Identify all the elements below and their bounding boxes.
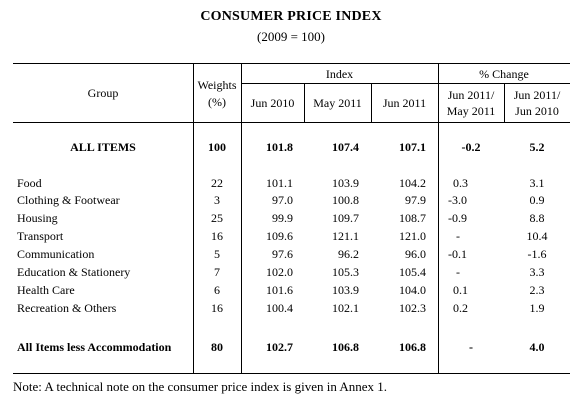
row-label: Health Care xyxy=(17,283,75,297)
document-title: CONSUMER PRICE INDEX xyxy=(200,9,382,24)
table-top-border xyxy=(13,63,570,64)
row-chg-year: 1.9 xyxy=(529,301,545,315)
row-chg-year: 5.2 xyxy=(529,140,545,154)
row-chg-year: -1.6 xyxy=(527,247,547,261)
header-weights-line2: (%) xyxy=(208,95,226,109)
index-subheader-line xyxy=(241,83,570,84)
row-jun2010: 97.6 xyxy=(272,247,293,261)
row-may2011: 107.4 xyxy=(332,140,359,154)
footnote: Note: A technical note on the consumer p… xyxy=(13,379,388,394)
header-group: Group xyxy=(87,86,119,100)
row-may2011: 102.1 xyxy=(332,301,359,315)
row-jun2010: 99.9 xyxy=(272,211,293,225)
header-chg2-line2: Jun 2010 xyxy=(515,104,559,118)
row-label: Transport xyxy=(17,229,64,243)
row-label: Recreation & Others xyxy=(17,301,117,315)
divider-col-chg1 xyxy=(504,84,505,122)
row-may2011: 109.7 xyxy=(332,211,359,225)
row-label: ALL ITEMS xyxy=(70,140,136,154)
row-jun2010: 109.6 xyxy=(266,229,293,243)
row-jun2010: 100.4 xyxy=(266,301,293,315)
row-chg-month: -0.1 xyxy=(448,247,467,261)
row-weight: 5 xyxy=(214,247,220,261)
row-may2011: 96.2 xyxy=(338,247,359,261)
header-chg1-line2: May 2011 xyxy=(446,104,496,118)
row-chg-year: 0.9 xyxy=(529,193,545,207)
row-jun2011: 104.0 xyxy=(399,283,426,297)
row-chg-year: 10.4 xyxy=(526,229,548,243)
row-chg-month: -0.2 xyxy=(461,140,481,154)
row-chg-month: 0.3 xyxy=(453,176,468,190)
row-jun2010: 101.1 xyxy=(266,176,293,190)
row-jun2011: 97.9 xyxy=(405,193,426,207)
header-bottom-line xyxy=(13,122,570,123)
header-chg2-line1: Jun 2011/ xyxy=(513,88,561,102)
row-label: Clothing & Footwear xyxy=(17,193,120,207)
divider-weights-index xyxy=(241,63,242,373)
header-may2011: May 2011 xyxy=(313,96,362,110)
divider-group-weights xyxy=(193,63,194,373)
row-weight: 16 xyxy=(211,301,223,315)
table-bottom-border xyxy=(13,373,570,374)
row-jun2011: 106.8 xyxy=(399,340,426,354)
row-chg-month: - xyxy=(456,229,460,243)
row-chg-month: -0.9 xyxy=(448,211,467,225)
row-may2011: 100.8 xyxy=(332,193,359,207)
row-label: Housing xyxy=(17,211,58,225)
divider-col-jun2010 xyxy=(304,84,305,122)
header-weights-line1: Weights xyxy=(197,78,237,92)
row-chg-month: - xyxy=(469,340,473,354)
row-chg-month: - xyxy=(456,265,460,279)
row-weight: 6 xyxy=(214,283,220,297)
row-may2011: 106.8 xyxy=(332,340,359,354)
row-jun2011: 105.4 xyxy=(399,265,426,279)
row-label: Food xyxy=(17,176,42,190)
row-weight: 7 xyxy=(214,265,220,279)
row-weight: 22 xyxy=(211,176,223,190)
row-jun2010: 97.0 xyxy=(272,193,293,207)
row-chg-month: 0.1 xyxy=(453,283,468,297)
header-chg1-line1: Jun 2011/ xyxy=(447,88,495,102)
row-may2011: 121.1 xyxy=(332,229,359,243)
row-chg-year: 4.0 xyxy=(529,340,545,354)
document-subtitle: (2009 = 100) xyxy=(257,29,325,44)
row-may2011: 105.3 xyxy=(332,265,359,279)
row-chg-month: 0.2 xyxy=(453,301,468,315)
row-chg-year: 3.3 xyxy=(529,265,545,279)
row-jun2010: 101.8 xyxy=(266,140,293,154)
row-weight: 16 xyxy=(211,229,223,243)
row-jun2011: 107.1 xyxy=(399,140,426,154)
row-jun2011: 121.0 xyxy=(399,229,426,243)
row-may2011: 103.9 xyxy=(332,176,359,190)
row-weight: 25 xyxy=(211,211,223,225)
row-label: Communication xyxy=(17,247,95,261)
row-chg-year: 3.1 xyxy=(529,176,545,190)
row-jun2011: 104.2 xyxy=(399,176,426,190)
row-jun2010: 102.7 xyxy=(266,340,293,354)
header-pct-change: % Change xyxy=(479,67,529,81)
row-may2011: 103.9 xyxy=(332,283,359,297)
row-chg-month: -3.0 xyxy=(448,193,467,207)
row-jun2011: 108.7 xyxy=(399,211,426,225)
divider-index-change xyxy=(438,63,439,373)
header-jun2011: Jun 2011 xyxy=(382,96,427,110)
divider-col-may2011 xyxy=(371,84,372,122)
row-label: All Items less Accommodation xyxy=(17,340,172,354)
row-label: Education & Stationery xyxy=(17,265,131,279)
row-jun2011: 96.0 xyxy=(405,247,426,261)
row-jun2011: 102.3 xyxy=(399,301,426,315)
row-chg-year: 8.8 xyxy=(529,211,545,225)
row-chg-year: 2.3 xyxy=(529,283,545,297)
header-jun2010: Jun 2010 xyxy=(250,96,295,110)
row-weight: 3 xyxy=(214,193,220,207)
row-jun2010: 101.6 xyxy=(266,283,293,297)
row-weight: 100 xyxy=(208,140,226,154)
row-weight: 80 xyxy=(211,340,223,354)
header-index: Index xyxy=(325,67,354,81)
row-jun2010: 102.0 xyxy=(266,265,293,279)
